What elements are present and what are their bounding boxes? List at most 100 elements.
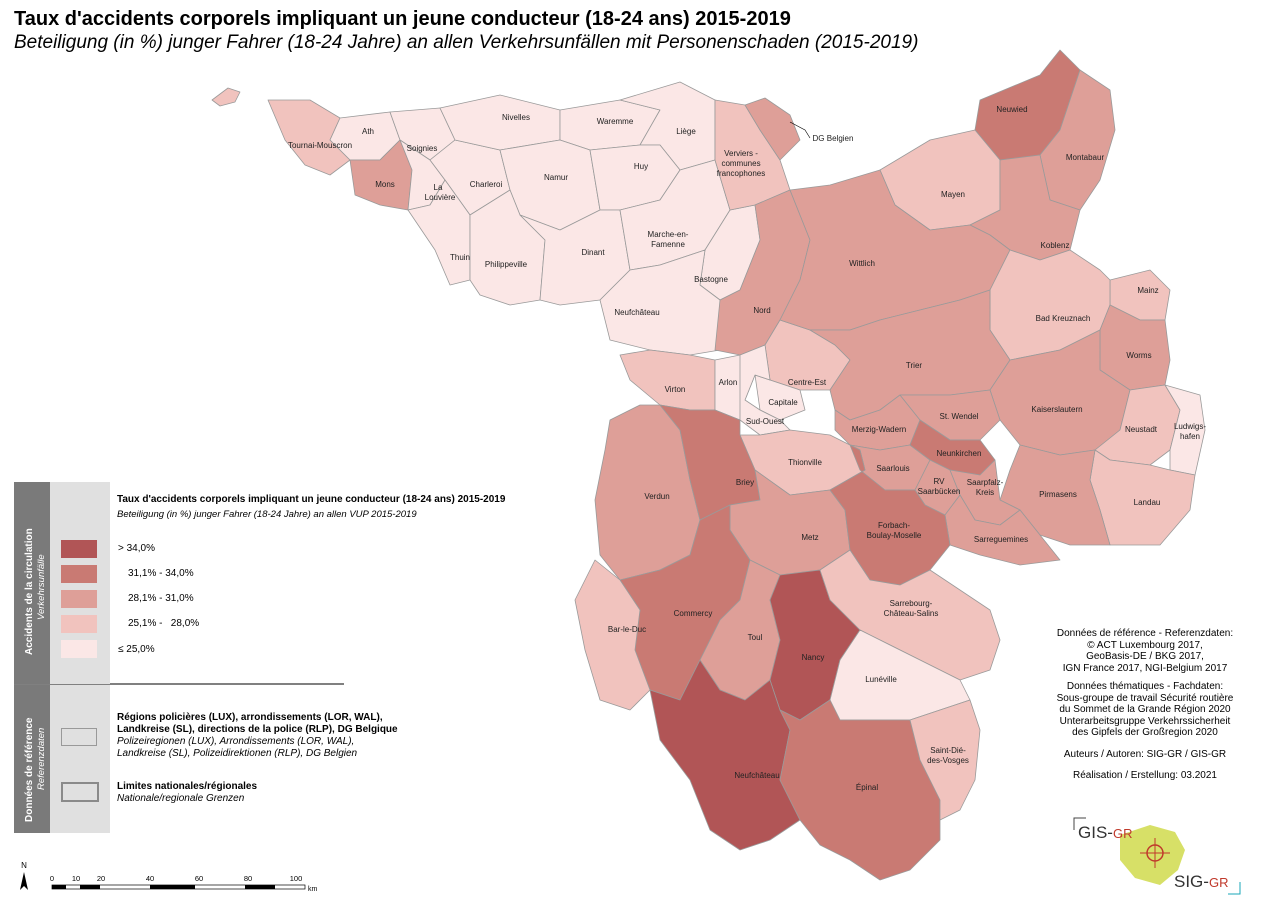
legend-swatch-1 <box>61 540 97 558</box>
label-epinal: Épinal <box>856 783 878 792</box>
scale-bar: 0 10 20 40 60 80 100 km <box>50 874 318 893</box>
legend-swatch-5 <box>61 640 97 658</box>
label-koblenz: Koblenz <box>1041 241 1070 250</box>
label-marche-2: Famenne <box>651 240 685 249</box>
label-mainz: Mainz <box>1137 286 1158 295</box>
credits-line: GeoBasis-DE / BKG 2017, <box>1086 651 1204 662</box>
reference-panel <box>50 685 110 833</box>
label-centre-est: Centre-Est <box>788 378 827 387</box>
region-virton <box>619 349 716 411</box>
gis-gr-logo: GIS-GR SIG-GR <box>1073 817 1241 895</box>
label-ludwigshafen-2: hafen <box>1180 432 1200 441</box>
label-metz: Metz <box>801 533 818 542</box>
region-pirmasens <box>999 444 1111 546</box>
label-ath: Ath <box>362 127 374 136</box>
credits-line: Sous-groupe de travail Sécurité routière <box>1056 692 1234 704</box>
legend-side-sub: Verkehrsunfälle <box>36 554 47 620</box>
legend-subtitle: Beteiligung (in %) junger Fahrer (18-24 … <box>117 509 417 520</box>
label-charleroi: Charleroi <box>470 180 503 189</box>
label-bad-kreuznach: Bad Kreuznach <box>1036 314 1091 323</box>
legend-label-5: ≤ 25,0% <box>118 644 155 655</box>
legend-label-3: 28,1% - 31,0% <box>128 593 194 604</box>
credits-line: Données de référence - Referenzdaten: <box>1056 628 1234 639</box>
credits-line: IGN France 2017, NGI-Belgium 2017 <box>1062 662 1228 674</box>
svg-text:80: 80 <box>244 874 252 883</box>
label-merzig: Merzig-Wadern <box>852 425 906 434</box>
label-marche-1: Marche-en- <box>648 230 689 239</box>
reference-regions-it-1: Polizeiregionen (LUX), Arrondissements (… <box>117 736 355 747</box>
label-thionville: Thionville <box>788 458 822 467</box>
label-sarreguemines: Sarreguemines <box>974 535 1028 544</box>
label-commercy: Commercy <box>674 609 713 618</box>
legend-label-1: > 34,0% <box>118 543 155 554</box>
label-neufchateau-be: Neufchâteau <box>614 308 659 317</box>
region-sud-ouest <box>739 344 791 436</box>
label-mayen: Mayen <box>941 190 965 199</box>
label-sud-ouest: Sud-Ouest <box>746 417 785 426</box>
reference-regions-swatch <box>61 728 97 746</box>
label-wittlich: Wittlich <box>849 259 875 268</box>
svg-text:60: 60 <box>195 874 203 883</box>
label-verviers-2: communes <box>721 159 760 168</box>
region-epinal <box>779 699 941 881</box>
label-la-louviere: La <box>434 183 443 192</box>
credits-line: du Sommet de la Grande Région 2020 <box>1059 704 1231 715</box>
reference-limits-bold: Limites nationales/régionales <box>117 781 258 792</box>
label-capitale: Capitale <box>768 398 798 407</box>
label-forbach-1: Forbach- <box>878 521 910 530</box>
label-saint-die-1: Saint-Dié- <box>930 746 966 755</box>
label-luneville: Lunéville <box>865 675 897 684</box>
legend-side-main: Accidents de la circulation <box>24 528 35 655</box>
credits-line: Auteurs / Autoren: SIG-GR / GIS-GR <box>1063 748 1227 760</box>
label-worms: Worms <box>1126 351 1151 360</box>
label-toul: Toul <box>748 633 763 642</box>
dg-belgien-leader <box>789 121 811 139</box>
label-bastogne: Bastogne <box>694 275 728 284</box>
reference-limits-text: Limites nationales/régionales Nationale/… <box>117 781 257 805</box>
svg-text:km: km <box>308 886 318 893</box>
svg-text:20: 20 <box>97 874 105 883</box>
map-subtitle: Beteiligung (in %) junger Fahrer (18-24 … <box>14 32 919 53</box>
svg-text:40: 40 <box>146 874 154 883</box>
region-labels: Tournai-Mouscron Ath Mons Soignies La Lo… <box>288 105 1206 792</box>
label-kaiserslautern: Kaiserslautern <box>1031 405 1082 414</box>
label-verviers-3: francophones <box>717 169 765 178</box>
label-virton: Virton <box>665 385 686 394</box>
credits-line: Unterarbeitsgruppe Verkehrssicherheit <box>1059 715 1231 727</box>
label-mons: Mons <box>375 180 395 189</box>
label-saint-die-2: des-Vosges <box>927 756 969 765</box>
label-trier: Trier <box>906 361 922 370</box>
label-bar-le-duc: Bar-le-Duc <box>608 625 646 634</box>
label-dinant: Dinant <box>581 248 605 257</box>
svg-text:0: 0 <box>50 874 54 883</box>
label-philippeville: Philippeville <box>485 260 528 269</box>
reference-side-bar <box>14 685 50 833</box>
label-thuin: Thuin <box>450 253 470 262</box>
map-title: Taux d'accidents corporels impliquant un… <box>14 8 791 30</box>
reference-limits-it: Nationale/regionale Grenzen <box>117 793 245 804</box>
reference-regions-text: Régions policières (LUX), arrondissement… <box>117 712 398 760</box>
region-bar-le-duc <box>574 559 651 711</box>
credits-line: Données thématiques - Fachdaten: <box>1066 681 1224 692</box>
region-sarreguemines <box>944 494 1061 566</box>
reference-side-main: Données de référence <box>24 717 35 823</box>
svg-text:GIS-GR: GIS-GR <box>1078 823 1132 842</box>
region-saint-die <box>909 699 981 821</box>
label-liege: Liège <box>676 127 696 136</box>
label-neuwied: Neuwied <box>996 105 1027 114</box>
label-waremme: Waremme <box>597 117 634 126</box>
label-briey: Briey <box>736 478 754 487</box>
legend-swatch-3 <box>61 590 97 608</box>
label-nivelles: Nivelles <box>502 113 530 122</box>
label-neunkirchen: Neunkirchen <box>937 449 982 458</box>
label-neustadt: Neustadt <box>1125 425 1158 434</box>
label-st-wendel: St. Wendel <box>940 412 979 421</box>
label-arlon: Arlon <box>719 378 738 387</box>
reference-regions-it-2: Landkreise (SL), Polizeidirektionen (RLP… <box>117 748 358 759</box>
label-saarlouis: Saarlouis <box>876 464 909 473</box>
legend-swatch-2 <box>61 565 97 583</box>
legend-title: Taux d'accidents corporels impliquant un… <box>117 494 506 505</box>
label-sarrebourg-1: Sarrebourg- <box>890 599 933 608</box>
reference-side-sub: Referenzdaten <box>36 727 47 790</box>
